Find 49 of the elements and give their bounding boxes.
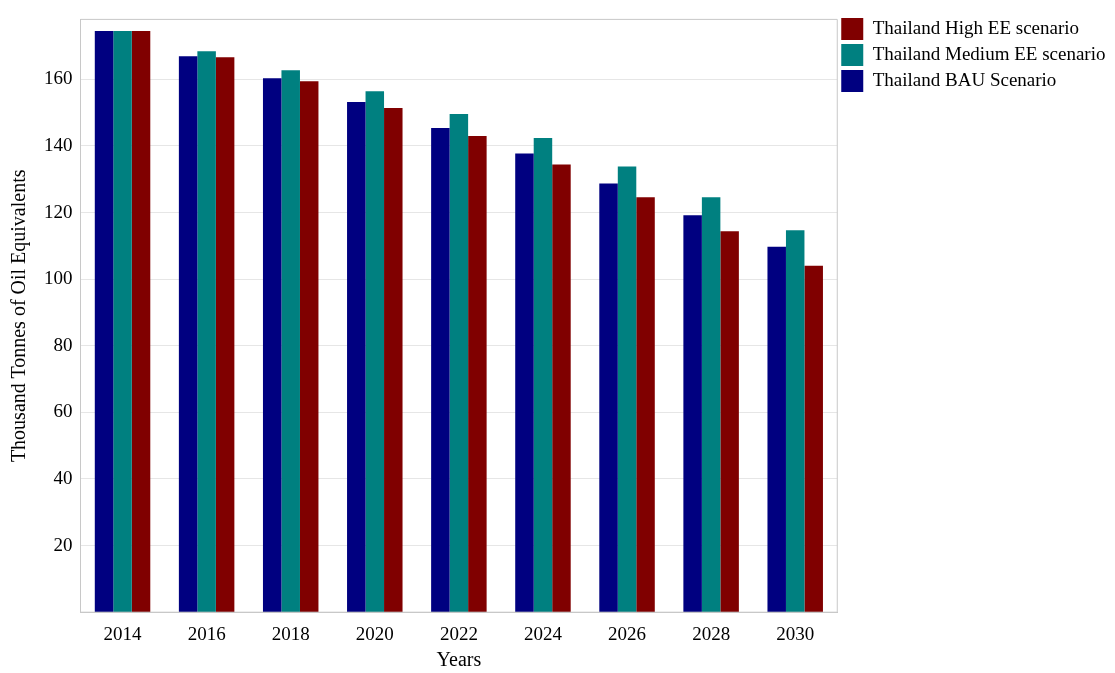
y-tick-label: 120 xyxy=(44,200,73,222)
legend-label: Thailand High EE scenario xyxy=(872,16,1080,38)
y-tick-label: 80 xyxy=(53,333,73,355)
y-axis-title: Thousand Tonnes of Oil Equivalents xyxy=(7,169,31,463)
bar xyxy=(131,31,151,613)
bar xyxy=(449,113,469,613)
bar xyxy=(94,31,114,613)
bar xyxy=(617,166,637,613)
x-tick-label: 2014 xyxy=(103,622,143,644)
bar xyxy=(365,91,385,613)
bar xyxy=(804,265,823,613)
y-tick-label: 20 xyxy=(53,533,73,555)
x-tick-label: 2028 xyxy=(692,622,731,644)
x-tick-label: 2018 xyxy=(271,622,310,644)
x-tick-label: 2020 xyxy=(355,622,394,644)
bar xyxy=(113,31,132,613)
bar xyxy=(215,57,235,613)
bar xyxy=(552,164,571,613)
bar xyxy=(515,153,534,613)
y-tick-label: 160 xyxy=(44,67,73,89)
bar xyxy=(299,81,319,613)
bar xyxy=(683,215,702,613)
bar xyxy=(720,231,739,613)
bar xyxy=(178,56,198,613)
x-tick-label: 2016 xyxy=(187,622,226,644)
y-tick-label: 60 xyxy=(53,400,73,422)
x-tick-label: 2022 xyxy=(439,622,478,644)
y-tick-label: 100 xyxy=(44,267,73,289)
x-axis-title: Years xyxy=(436,648,482,671)
bar xyxy=(533,137,553,613)
bar xyxy=(785,230,805,613)
y-tick-label: 140 xyxy=(44,133,73,155)
y-tick-label: 40 xyxy=(53,466,73,488)
bar xyxy=(431,127,450,613)
bar xyxy=(347,101,366,613)
legend-label: Thailand Medium EE scenario xyxy=(872,42,1106,64)
x-tick-label: 2024 xyxy=(523,622,563,644)
bar xyxy=(599,183,618,613)
bar xyxy=(262,78,282,613)
bar xyxy=(197,51,216,613)
bar xyxy=(281,70,300,613)
bar xyxy=(767,246,786,613)
bar xyxy=(636,197,655,613)
x-tick-label: 2026 xyxy=(608,622,647,644)
legend-label: Thailand BAU Scenario xyxy=(872,68,1057,90)
bar xyxy=(468,135,487,613)
bar xyxy=(384,107,403,613)
x-tick-label: 2030 xyxy=(776,622,815,644)
bar xyxy=(701,197,721,613)
